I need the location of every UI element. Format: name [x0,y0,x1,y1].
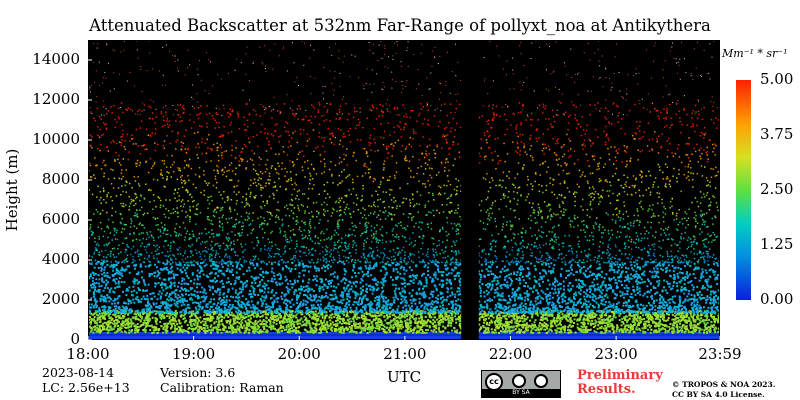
heatmap-plot-area [88,40,720,340]
info-version: Version: 3.6 [160,365,236,380]
y-tick-label: 10000 [32,130,80,148]
chart-title: Attenuated Backscatter at 532nm Far-Rang… [89,16,711,35]
x-tick-label: 22:00 [488,345,533,363]
x-tick-label: 18:00 [66,345,110,363]
info-date: 2023-08-14 [42,365,115,380]
colorbar-tick-label: 2.50 [760,180,794,198]
backscatter-dots [88,40,720,340]
y-tick-label: 6000 [41,210,80,228]
colorbar [736,80,751,300]
copyright-notice: © TROPOS & NOA 2023. CC BY SA 4.0 Licens… [672,380,775,400]
y-tick-label: 12000 [32,90,80,108]
x-tick-label: 19:00 [172,345,216,363]
copyright-line2: CC BY SA 4.0 License. [672,390,765,399]
x-tick-label: 21:00 [383,345,427,363]
preliminary-line2: Results. [577,382,636,397]
colorbar-tick-label: 5.00 [760,70,794,88]
info-lc: LC: 2.56e+13 [42,380,130,395]
colorbar-unit: Mm⁻¹ * sr⁻¹ [722,47,788,60]
colorbar-tick-label: 1.25 [760,235,794,253]
copyright-line1: © TROPOS & NOA 2023. [672,380,776,389]
sa-icon [534,374,548,388]
x-tick-label: 23:59 [698,345,742,363]
y-tick-label: 2000 [41,290,80,308]
cc-license-badge: cc BY SA [481,370,561,398]
by-icon [512,374,526,388]
data-gap [461,40,479,340]
y-tick-label: 0 [70,330,80,348]
plot-frame [88,40,720,340]
info-calibration: Calibration: Raman [160,380,284,395]
x-tick-label: 23:00 [594,345,638,363]
y-tick-label: 14000 [32,50,80,68]
colorbar-tick-label: 0.00 [760,290,794,308]
colorbar-tick-label: 3.75 [760,125,794,143]
preliminary-line1: Preliminary [577,368,663,383]
x-axis-label: UTC [386,368,422,386]
x-tick-lines [88,336,720,340]
y-tick-label: 8000 [41,170,80,188]
x-tick-label: 20:00 [277,345,321,363]
cc-badge-text: BY SA [482,389,560,397]
y-tick-lines [88,59,92,340]
preliminary-notice: Preliminary Results. [577,369,663,397]
y-tick-label: 4000 [41,250,80,268]
